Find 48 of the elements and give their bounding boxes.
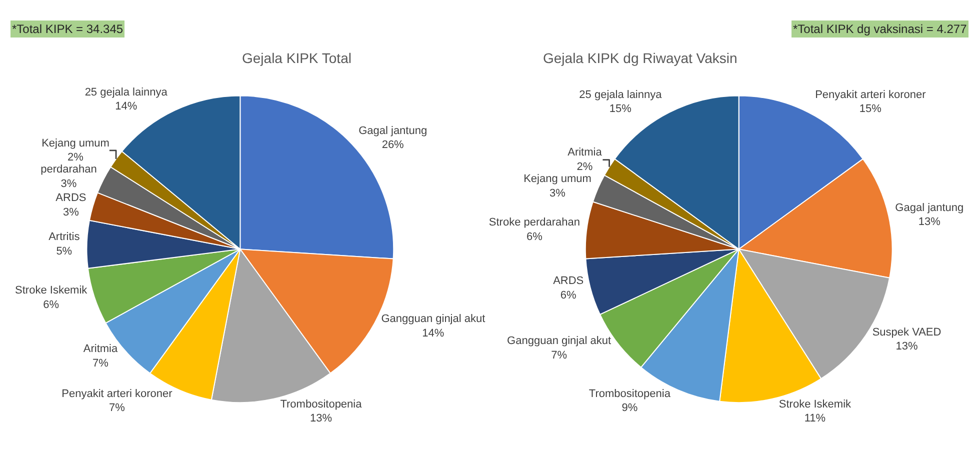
data-label: 13% <box>896 340 918 353</box>
chart-title: Gejala KIPK dg Riwayat Vaksin <box>543 50 738 66</box>
slice-label: Gagal jantung <box>358 124 428 137</box>
data-label: 13% <box>310 412 332 425</box>
data-label: 14% <box>115 100 138 113</box>
slice-label: Kejang umum <box>524 172 592 185</box>
data-label: 7% <box>109 402 126 414</box>
slice-label: 25 gejala lainnya <box>84 86 168 98</box>
text: *Total KIPK = 34.345 <box>12 22 124 36</box>
text: *Total KIPK dg vaksinasi = 4.277 <box>793 22 968 36</box>
slice-label: Suspek VAED <box>872 326 942 338</box>
slice-label: Aritmia <box>83 343 118 356</box>
data-label: 5% <box>56 245 72 258</box>
slice-label: ARDS <box>553 274 584 287</box>
slice-label: Trombositopenia <box>280 398 363 410</box>
data-label: 13% <box>918 216 941 228</box>
slice-label: Gangguan ginjal akut <box>507 334 612 347</box>
slice-label: Gagal jantung <box>895 202 964 214</box>
slice-label: Trombositopenia <box>588 388 672 400</box>
data-label: 6% <box>560 289 577 302</box>
slice-label: Kejang umum <box>42 137 110 150</box>
data-label: 7% <box>551 349 568 362</box>
slice-label: Gangguan ginjal akut <box>381 312 486 325</box>
slice-label: 25 gejala lainnya <box>579 88 663 101</box>
data-label: 3% <box>60 178 77 190</box>
data-label: 3% <box>550 187 566 200</box>
slice-label: Aritmia <box>568 146 603 159</box>
data-label: 7% <box>92 358 109 370</box>
data-label: 11% <box>804 412 826 425</box>
data-label: 6% <box>526 230 543 243</box>
chart-title: Gejala KIPK Total <box>242 50 352 66</box>
data-label: 2% <box>576 160 593 173</box>
slice-label: ARDS <box>56 192 86 204</box>
data-label: 15% <box>609 103 632 116</box>
slice-label: Penyakit arteri koroner <box>62 388 173 400</box>
data-label: 9% <box>622 402 638 414</box>
slice-label: Stroke perdarahan <box>488 216 580 229</box>
data-label: 26% <box>382 139 404 152</box>
slice-label: Artritis <box>48 231 80 244</box>
slice-label: Penyakit arteri koroner <box>815 88 926 101</box>
slice-label: Stroke Iskemik <box>15 284 88 297</box>
data-label: 2% <box>68 152 84 164</box>
data-label: 15% <box>859 103 882 116</box>
slice-label: Stroke Iskemik <box>778 398 852 410</box>
data-label: 3% <box>63 206 80 218</box>
data-label: 14% <box>422 327 444 340</box>
data-label: 6% <box>43 298 60 311</box>
slice-label: perdarahan <box>40 164 97 176</box>
